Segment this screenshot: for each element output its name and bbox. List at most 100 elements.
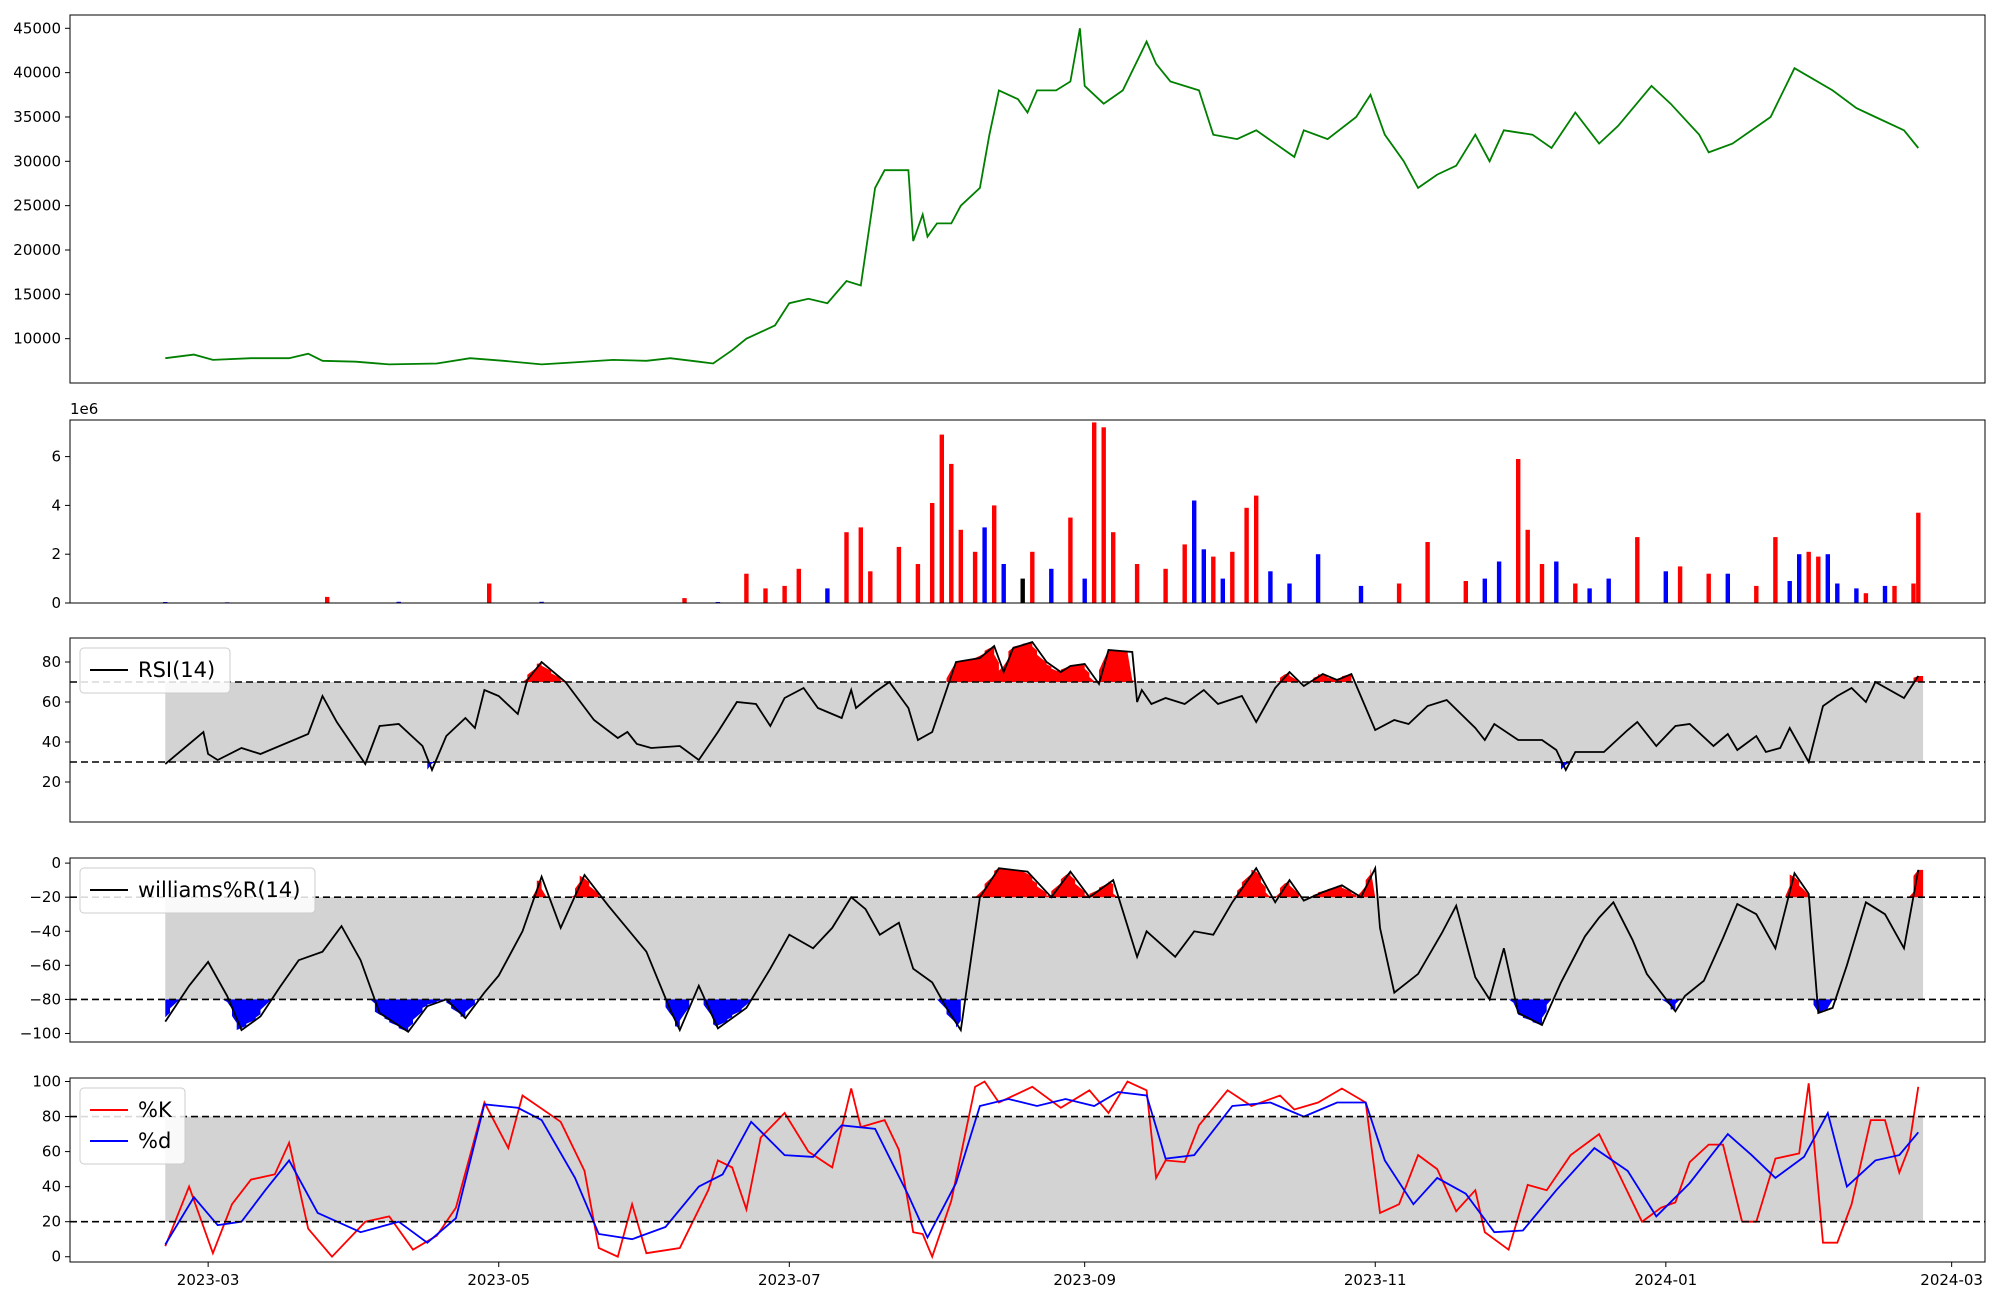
volume-bar <box>1268 571 1273 603</box>
volume-bar <box>1134 564 1140 603</box>
willr-plot-frame <box>69 857 1986 1043</box>
rsi-band <box>165 682 1924 762</box>
rsi-panel: 20 40 60 80 RSI(14) <box>42 640 1985 791</box>
volume-bar <box>949 463 954 603</box>
volume-bar <box>1030 551 1035 603</box>
price-panel: 10000 15000 20000 25000 30000 35000 40000 45000 <box>13 19 1920 366</box>
volume-bar <box>325 596 330 603</box>
volume-bar <box>1463 581 1468 603</box>
volume-bar <box>1482 578 1487 603</box>
volume-bar <box>1754 585 1759 603</box>
volume-bar <box>1677 566 1683 603</box>
x-tick-label: 2023-03 <box>177 1271 240 1289</box>
y-tick-label: 60 <box>42 693 61 711</box>
volume-bar <box>1287 583 1292 603</box>
stoch-band <box>165 1116 1924 1222</box>
y-tick-label: 45000 <box>13 19 61 37</box>
y-tick-label: 20000 <box>13 241 61 259</box>
y-tick-label: 4 <box>51 496 61 514</box>
x-tick-label: 2023-09 <box>1053 1271 1116 1289</box>
volume-bar <box>1854 588 1859 603</box>
y-tick-label: 80 <box>42 653 61 671</box>
volume-bar <box>1663 571 1668 603</box>
volume-bar <box>1092 422 1097 603</box>
y-tick-label: 40000 <box>13 64 61 82</box>
volume-bar <box>1916 512 1921 603</box>
y-tick-label: 0 <box>51 594 61 612</box>
volume-bar <box>1806 551 1811 603</box>
willr-line <box>164 864 1920 1034</box>
volume-bar <box>1049 568 1054 603</box>
volume-plot-frame <box>69 419 1986 604</box>
volume-bar <box>487 583 492 603</box>
volume-bar <box>796 568 801 603</box>
y-tick-label: −40 <box>29 922 61 940</box>
price-plot-frame <box>69 14 1986 384</box>
volume-bar <box>1787 581 1792 603</box>
x-tick-label: 2023-07 <box>758 1271 821 1289</box>
volume-bar <box>539 601 544 603</box>
volume-bar <box>1539 564 1545 603</box>
rsi-overbought-fill <box>165 642 1924 682</box>
volume-bar <box>1001 564 1006 603</box>
volume-bar <box>1706 573 1711 603</box>
y-tick-label: 2 <box>51 545 61 563</box>
volume-bar <box>1573 583 1578 603</box>
y-tick-label: 20 <box>42 773 61 791</box>
volume-bar <box>844 532 849 603</box>
y-tick-label: 30000 <box>13 152 61 170</box>
y-tick-label: −20 <box>29 888 61 906</box>
stoch-legend <box>79 1087 186 1165</box>
volume-bar <box>682 598 687 603</box>
volume-bar <box>915 564 921 603</box>
stoch-legend-label: %K <box>138 1098 173 1122</box>
volume-bar <box>1082 578 1087 603</box>
x-tick-label: 2023-05 <box>467 1271 530 1289</box>
x-tick-label: 2024-03 <box>1920 1271 1983 1289</box>
volume-bar <box>825 588 830 603</box>
volume-bar <box>763 588 768 603</box>
volume-bar <box>1068 517 1073 603</box>
volume-bar <box>1020 578 1025 603</box>
volume-bar <box>1863 593 1869 603</box>
volume-bar <box>1892 585 1897 603</box>
volume-offset-label: 1e6 <box>70 400 98 418</box>
volume-bar <box>782 585 787 603</box>
rsi-line <box>164 640 1920 773</box>
y-tick-label: −100 <box>20 1024 61 1042</box>
volume-bar <box>1111 532 1116 603</box>
volume-bar <box>1587 588 1592 603</box>
stoch-legend-label: %d <box>138 1129 171 1153</box>
volume-bar <box>1525 529 1530 603</box>
volume-bar <box>982 527 987 603</box>
willr-legend-label: williams%R(14) <box>138 878 300 902</box>
stoch-d-line <box>164 1091 1919 1245</box>
volume-bar <box>1797 554 1802 603</box>
volume-bar <box>1911 583 1916 603</box>
x-tick-label: 2023-11 <box>1344 1271 1407 1289</box>
volume-bar <box>858 527 863 603</box>
volume-bar <box>1496 561 1502 603</box>
willr-panel: 0 −20 −40 −60 −80 −100 williams%R(14) <box>20 854 1985 1042</box>
volume-bar <box>1192 500 1197 603</box>
volume-bar <box>1182 544 1187 603</box>
rsi-legend-label: RSI(14) <box>138 658 215 682</box>
volume-bar <box>992 505 997 603</box>
willr-oversold-fill <box>165 999 1924 1032</box>
stoch-plot-frame <box>69 1077 1986 1263</box>
volume-bar <box>1396 583 1402 603</box>
y-tick-label: 40 <box>42 1178 61 1196</box>
volume-bar <box>896 546 902 603</box>
y-tick-label: −60 <box>29 956 61 974</box>
volume-bar <box>972 551 978 603</box>
rsi-plot-frame <box>69 637 1986 823</box>
volume-bar <box>868 571 873 603</box>
y-tick-label: −80 <box>29 990 61 1008</box>
volume-bar <box>958 529 963 603</box>
volume-bar <box>1425 542 1430 603</box>
volume-bar <box>1211 556 1216 603</box>
y-tick-label: 40 <box>42 733 61 751</box>
willr-overbought-fill <box>165 868 1924 898</box>
volume-bar <box>1773 537 1778 603</box>
